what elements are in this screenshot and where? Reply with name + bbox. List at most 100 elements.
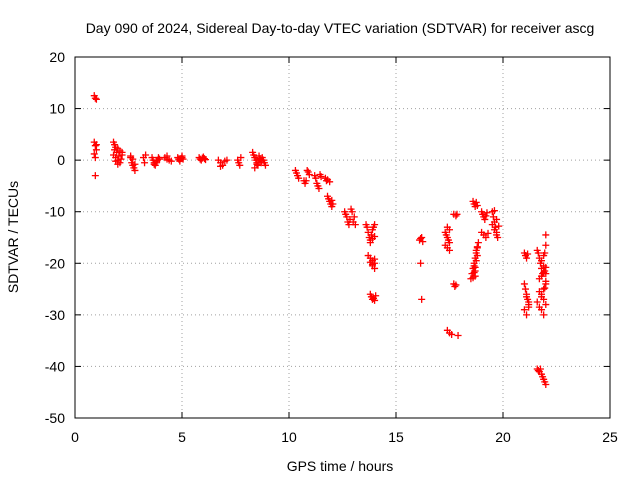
data-point xyxy=(371,296,379,304)
data-point xyxy=(141,159,149,167)
data-point xyxy=(322,177,330,185)
data-point xyxy=(259,156,267,164)
data-point xyxy=(493,215,501,223)
data-point xyxy=(154,154,162,162)
data-point xyxy=(523,293,531,301)
data-point xyxy=(418,234,426,241)
y-tick-label: -40 xyxy=(45,358,65,374)
data-point xyxy=(542,231,550,239)
y-tick-label: -50 xyxy=(45,410,65,426)
x-tick-label: 10 xyxy=(281,429,297,445)
data-point xyxy=(142,151,150,159)
data-point xyxy=(167,157,175,165)
x-tick-label: 20 xyxy=(495,429,511,445)
x-tick-label: 5 xyxy=(178,429,186,445)
data-point xyxy=(329,200,337,208)
data-point xyxy=(542,277,550,285)
data-point xyxy=(348,208,356,216)
data-point xyxy=(490,226,498,234)
data-point xyxy=(251,164,259,172)
data-point xyxy=(303,166,311,174)
data-point xyxy=(305,171,313,179)
data-point xyxy=(302,177,310,185)
x-axis-label: GPS time / hours xyxy=(287,458,394,474)
data-point xyxy=(541,284,549,292)
data-point xyxy=(473,243,481,251)
x-tick-label: 15 xyxy=(388,429,404,445)
data-point xyxy=(326,178,334,186)
data-point xyxy=(523,311,531,319)
data-point xyxy=(470,269,478,277)
data-point xyxy=(371,255,379,263)
y-axis-label: SDTVAR / TECUs xyxy=(5,181,21,293)
data-point xyxy=(92,141,100,149)
data-point xyxy=(542,380,550,388)
data-point xyxy=(253,160,261,168)
data-point xyxy=(540,269,548,277)
data-point xyxy=(482,234,490,241)
data-point xyxy=(223,156,231,164)
data-point xyxy=(533,298,541,306)
data-point xyxy=(483,209,491,217)
data-points xyxy=(90,92,550,388)
data-point xyxy=(417,259,425,267)
data-point xyxy=(472,198,480,206)
data-point xyxy=(538,257,546,265)
chart-title: Day 090 of 2024, Sidereal Day-to-day VTE… xyxy=(86,20,595,36)
data-point xyxy=(481,215,489,223)
data-point xyxy=(472,246,480,254)
data-point xyxy=(482,212,490,220)
y-tick-label: 10 xyxy=(49,101,65,117)
data-point xyxy=(495,222,503,230)
data-point xyxy=(538,272,546,280)
data-point xyxy=(524,250,532,258)
data-point xyxy=(538,293,546,301)
data-point xyxy=(520,306,528,314)
data-point xyxy=(345,221,353,229)
y-tick-label: -10 xyxy=(45,204,65,220)
x-tick-label: 25 xyxy=(602,429,618,445)
data-point xyxy=(484,229,492,237)
data-point xyxy=(542,301,550,309)
data-point xyxy=(91,154,99,162)
data-point xyxy=(371,221,379,229)
data-point xyxy=(129,155,137,163)
data-point xyxy=(454,331,462,339)
data-point xyxy=(540,285,548,293)
data-point xyxy=(418,295,426,303)
data-point xyxy=(295,174,303,182)
data-point xyxy=(91,94,99,102)
data-point xyxy=(490,207,498,215)
data-point xyxy=(367,231,375,239)
data-point xyxy=(312,174,320,182)
data-point xyxy=(471,263,479,271)
data-point xyxy=(350,213,358,221)
data-point xyxy=(419,238,427,246)
data-point xyxy=(315,185,323,193)
data-point xyxy=(236,161,244,169)
data-point xyxy=(118,151,126,159)
data-point xyxy=(176,157,184,165)
data-point xyxy=(371,264,379,272)
data-point xyxy=(90,150,98,158)
data-point xyxy=(474,239,482,247)
data-point xyxy=(178,154,186,162)
data-point xyxy=(473,252,481,260)
data-point xyxy=(372,292,380,300)
data-point xyxy=(542,241,550,249)
data-point xyxy=(131,160,139,168)
data-point xyxy=(131,166,139,174)
data-point xyxy=(91,172,99,180)
y-tick-label: -20 xyxy=(45,255,65,271)
data-point xyxy=(451,282,459,290)
data-point xyxy=(200,155,208,163)
data-point xyxy=(371,232,379,240)
data-point xyxy=(452,212,460,220)
data-point xyxy=(523,254,531,262)
data-point xyxy=(446,239,453,247)
data-point xyxy=(446,246,453,254)
data-point xyxy=(366,239,374,247)
data-point xyxy=(202,156,210,164)
data-point xyxy=(473,202,481,210)
data-point xyxy=(470,262,478,270)
